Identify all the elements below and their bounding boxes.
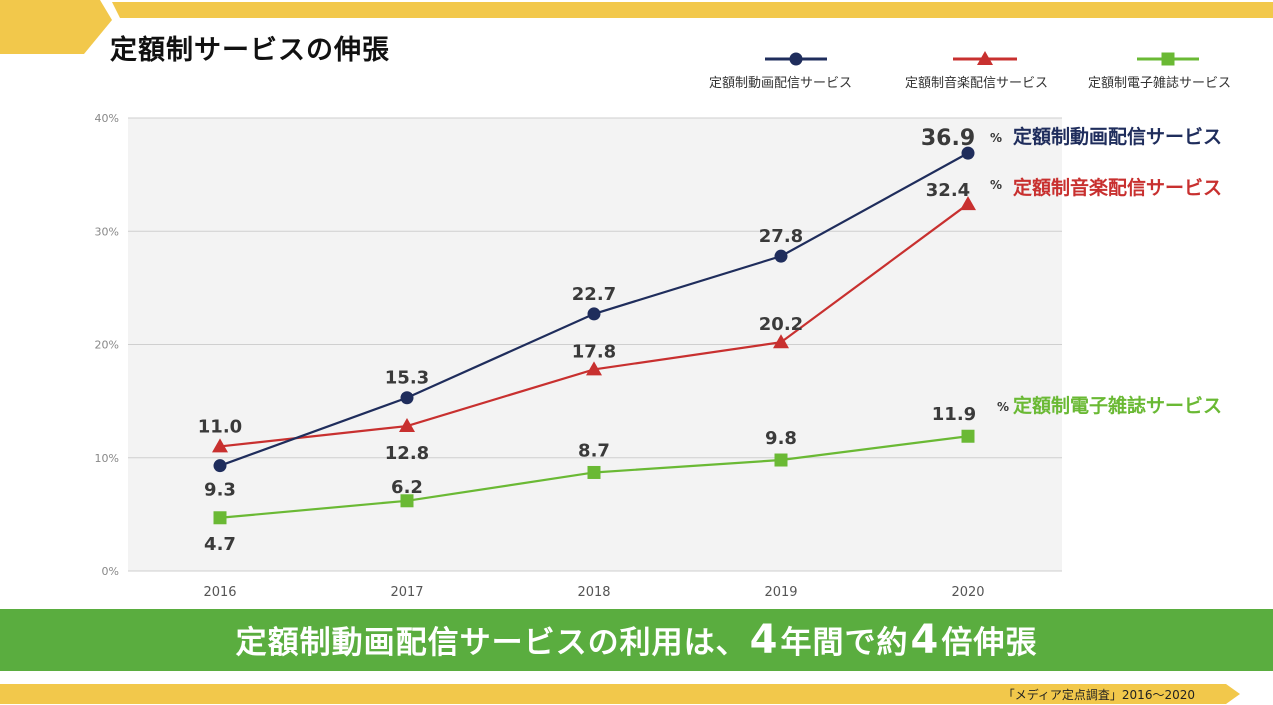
- legend-label-2: 定額制音楽配信サービス: [905, 76, 1049, 91]
- data-point-s3-2: [587, 465, 601, 479]
- end-suffix-s1: %: [990, 131, 1002, 145]
- top-accent-band: [0, 0, 1273, 54]
- data-point-s1-1: [400, 391, 414, 405]
- x-tick-label-1: 2017: [390, 585, 423, 600]
- end-series-name-s2: 定額制音楽配信サービス: [1013, 176, 1222, 199]
- top-left-chevron: [0, 0, 112, 54]
- data-label-s3-3: 9.8: [765, 428, 797, 449]
- data-label-s1-4: 36.9: [921, 126, 975, 151]
- end-series-name-s3: 定額制電子雑誌サービス: [1013, 394, 1222, 417]
- y-tick-label-1: 10%: [95, 452, 119, 465]
- data-label-s2-3: 20.2: [759, 314, 803, 335]
- data-label-s2-0: 11.0: [198, 416, 242, 437]
- legend-label-1: 定額制動画配信サービス: [709, 76, 853, 91]
- banner-text-2: 年間で約: [780, 625, 909, 661]
- bottom-accent-band: [0, 684, 1240, 704]
- x-tick-label-4: 2020: [951, 585, 984, 600]
- data-label-s2-1: 12.8: [385, 443, 429, 464]
- data-label-s1-3: 27.8: [759, 226, 803, 247]
- banner-number-1: 4: [749, 617, 779, 663]
- data-point-s1-3: [774, 249, 788, 263]
- data-point-s1-0: [213, 459, 227, 473]
- data-label-s3-1: 6.2: [391, 477, 423, 498]
- data-label-s1-2: 22.7: [572, 284, 616, 305]
- end-suffix-s2: %: [990, 178, 1002, 192]
- data-point-s2-4: [960, 196, 976, 211]
- banner-text-3: 倍伸張: [941, 625, 1038, 661]
- data-point-s1-4: [961, 146, 975, 160]
- data-label-s2-2: 17.8: [572, 341, 616, 362]
- x-tick-label-0: 2016: [203, 585, 236, 600]
- legend-marker-2: [977, 51, 993, 65]
- data-label-s3-2: 8.7: [578, 440, 610, 461]
- legend-marker-1: [789, 52, 803, 66]
- data-label-s3-4: 11.9: [932, 404, 976, 425]
- data-point-s2-3: [773, 334, 789, 349]
- data-point-s3-0: [213, 511, 227, 525]
- data-label-s2-4: 32.4: [926, 180, 970, 201]
- legend-marker-3: [1161, 52, 1175, 66]
- source-note: 「メディア定点調査」2016～2020: [1002, 688, 1195, 702]
- x-tick-label-2: 2018: [577, 585, 610, 600]
- banner-text-1: 定額制動画配信サービスの利用は、: [235, 625, 748, 661]
- line-chart: 0% 10% 20% 30% 40% 2016 2017 2018 2019 2020 9.3 15.…: [95, 112, 1222, 600]
- legend-label-3: 定額制電子雑誌サービス: [1088, 76, 1232, 91]
- summary-banner: 定額制動画配信サービスの利用は、4年間で約4倍伸張: [0, 609, 1273, 671]
- data-point-s3-1: [400, 494, 414, 508]
- page-title: 定額制サービスの伸張: [110, 35, 390, 66]
- y-tick-label-4: 40%: [95, 112, 119, 125]
- data-point-s3-4: [961, 429, 975, 443]
- data-label-s1-1: 15.3: [385, 368, 429, 389]
- x-tick-label-3: 2019: [764, 585, 797, 600]
- data-point-s2-1: [399, 418, 415, 433]
- data-label-s3-0: 4.7: [204, 534, 236, 555]
- top-yellow-stripe: [112, 2, 1273, 18]
- data-point-s3-3: [774, 453, 788, 467]
- data-label-s1-0: 9.3: [204, 480, 236, 501]
- bottom-yellow-stripe: [0, 684, 1240, 704]
- y-tick-label-0: 0%: [102, 565, 119, 578]
- y-tick-label-3: 30%: [95, 225, 119, 238]
- data-point-s1-2: [587, 307, 601, 321]
- chart-legend: [765, 51, 1199, 66]
- data-point-s2-0: [212, 438, 228, 453]
- data-point-s2-2: [586, 361, 602, 376]
- end-suffix-s3: %: [997, 400, 1009, 414]
- banner-number-2: 4: [910, 617, 940, 663]
- y-tick-label-2: 20%: [95, 339, 119, 352]
- end-series-name-s1: 定額制動画配信サービス: [1013, 125, 1222, 148]
